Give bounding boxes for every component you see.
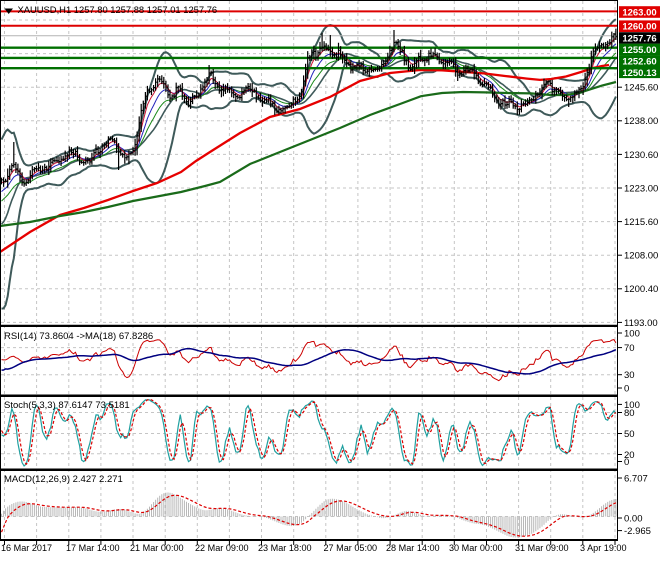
svg-text:1208.00: 1208.00 [624,251,658,262]
svg-text:30 Mar 00:00: 30 Mar 00:00 [449,543,503,553]
svg-text:XAUUSD,H1 1257.80 1257.88 1257: XAUUSD,H1 1257.80 1257.88 1257.01 1257.7… [18,4,218,15]
svg-text:80: 80 [624,408,635,419]
svg-text:100: 100 [624,400,640,411]
svg-text:50: 50 [624,429,635,440]
svg-text:1257.76: 1257.76 [622,34,656,45]
svg-text:20: 20 [624,450,635,461]
svg-text:1245.60: 1245.60 [624,83,658,94]
svg-text:1255.00: 1255.00 [622,45,656,56]
svg-text:28 Mar 14:00: 28 Mar 14:00 [386,543,440,553]
svg-text:1193.00: 1193.00 [624,318,658,329]
svg-text:1250.13: 1250.13 [622,68,656,79]
svg-text:3 Apr 19:00: 3 Apr 19:00 [580,543,627,553]
svg-text:Stoch(5,3,3) 87.6147 73.5181: Stoch(5,3,3) 87.6147 73.5181 [4,400,130,411]
svg-text:31 Mar 09:00: 31 Mar 09:00 [515,543,569,553]
svg-text:30: 30 [624,370,635,381]
svg-text:1252.60: 1252.60 [622,56,656,67]
svg-text:0: 0 [624,457,629,468]
svg-text:1238.00: 1238.00 [624,116,658,127]
svg-text:0.00: 0.00 [624,513,643,524]
svg-text:70: 70 [624,343,635,354]
svg-text:1260.00: 1260.00 [622,22,656,33]
svg-text:6.707: 6.707 [624,473,648,484]
svg-text:1215.60: 1215.60 [624,217,658,228]
svg-text:0: 0 [624,383,629,394]
svg-text:27 Mar 05:00: 27 Mar 05:00 [324,543,378,553]
svg-text:1230.60: 1230.60 [624,150,658,161]
svg-text:23 Mar 18:00: 23 Mar 18:00 [258,543,312,553]
svg-text:17 Mar 14:00: 17 Mar 14:00 [66,543,120,553]
svg-text:21 Mar 00:00: 21 Mar 00:00 [130,543,184,553]
svg-text:RSI(14) 73.8604 ->MA(18) 67.8: RSI(14) 73.8604 ->MA(18) 67.8286 [4,331,153,342]
svg-text:16 Mar 2017: 16 Mar 2017 [1,543,52,553]
svg-text:-2.965: -2.965 [624,526,651,537]
svg-text:22 Mar 09:00: 22 Mar 09:00 [195,543,249,553]
svg-text:MACD(12,26,9) 2.427 2.271: MACD(12,26,9) 2.427 2.271 [4,474,123,485]
svg-text:1223.00: 1223.00 [624,183,658,194]
svg-text:1263.00: 1263.00 [622,8,656,19]
svg-text:1200.40: 1200.40 [624,284,658,295]
svg-text:100: 100 [624,328,640,339]
